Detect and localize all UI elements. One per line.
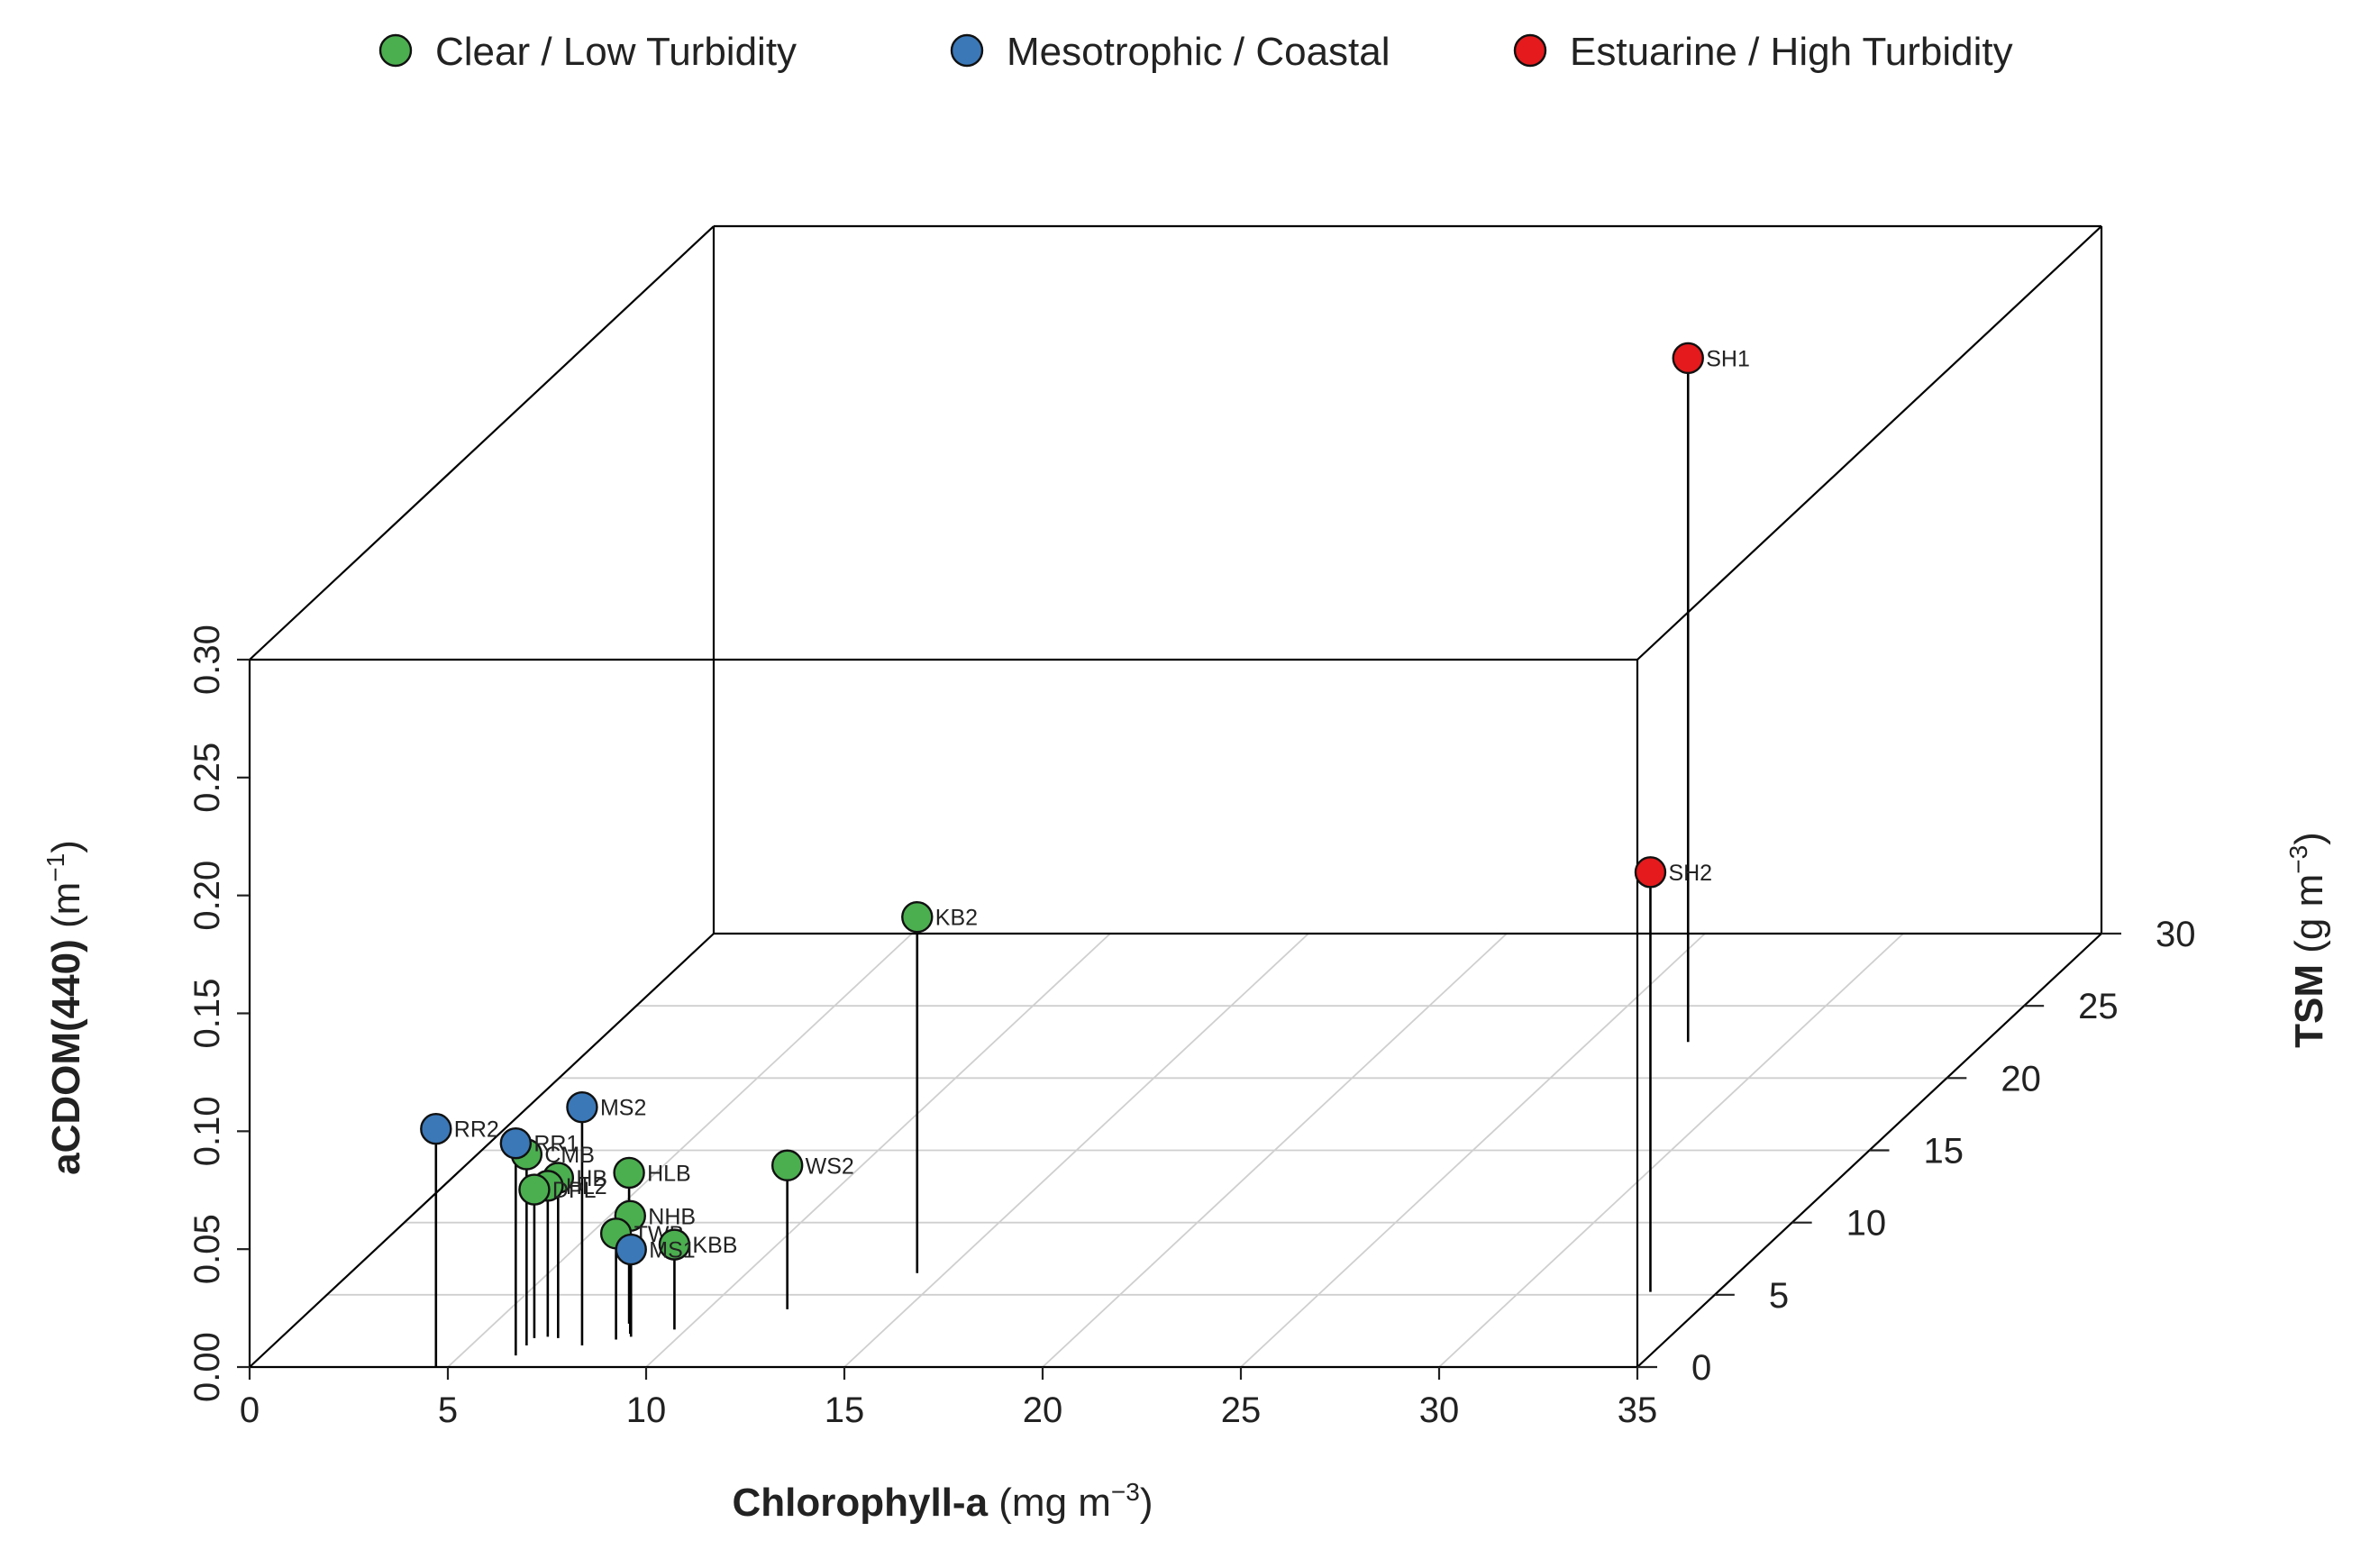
- grid-line-chl: [447, 933, 913, 1368]
- x-tick-label: 25: [1221, 1390, 1262, 1430]
- z-tick-label: 0.30: [187, 624, 227, 695]
- y-tick-label: 5: [1769, 1276, 1789, 1316]
- y-tick-label: 20: [2001, 1059, 2041, 1099]
- legend-marker: [950, 33, 984, 68]
- y-axis-title: TSM (g m−3): [2284, 832, 2331, 1048]
- z-tick-label: 0.20: [187, 861, 227, 931]
- legend-marker: [1513, 33, 1547, 68]
- data-point: [658, 1228, 691, 1261]
- legend: Clear / Low Turbidity Mesotrophic / Coast…: [378, 30, 2013, 74]
- point-label: RR1: [533, 1132, 579, 1157]
- z-tick-label: 0.25: [187, 743, 227, 813]
- axis-titles: Chlorophyll-a (mg m−3) aCDOM(440) (m−1) TS…: [41, 832, 2331, 1525]
- point-label: HLB: [647, 1161, 691, 1186]
- legend-label: Mesotrophic / Coastal: [1007, 30, 1390, 74]
- point-label: MS2: [600, 1096, 646, 1121]
- point-label: HB: [576, 1166, 607, 1191]
- data-point: [518, 1173, 551, 1206]
- data-point: [566, 1090, 598, 1124]
- x-tick-label: 0: [240, 1390, 260, 1430]
- point-label: NHB: [648, 1204, 696, 1229]
- z-tick-label: 0.00: [187, 1332, 227, 1402]
- y-tick-label: 25: [2078, 987, 2119, 1026]
- box-edge: [249, 933, 715, 1368]
- data-point: [499, 1126, 533, 1160]
- z-tick-label: 0.10: [187, 1096, 227, 1166]
- point-label: KBB: [692, 1233, 737, 1258]
- y-tick-label: 10: [1846, 1204, 1887, 1244]
- point-label: RR2: [454, 1117, 499, 1143]
- x-tick-label: 5: [438, 1390, 458, 1430]
- x-axis-title: Chlorophyll-a (mg m−3): [732, 1478, 1153, 1525]
- x-tick-label: 35: [1618, 1390, 1658, 1430]
- data-point: [613, 1156, 645, 1190]
- point-label: KB2: [935, 906, 978, 931]
- z-tick-label: 0.15: [187, 979, 227, 1049]
- grid-line-chl: [645, 933, 1111, 1368]
- legend-label: Clear / Low Turbidity: [435, 30, 797, 74]
- axes: 0 5 10 15 20 25 30 35 0.00 0.05 0.10 0.15 0.20 0.25 0.…: [187, 624, 2196, 1430]
- x-tick-label: 30: [1419, 1390, 1460, 1430]
- z-axis-title: aCDOM(440) (m−1): [41, 840, 88, 1175]
- point-label: MS1: [649, 1238, 695, 1263]
- box-edge: [249, 225, 715, 661]
- y-tick-label: 15: [1924, 1132, 1964, 1171]
- point-label: HL2: [566, 1174, 607, 1199]
- x-tick-label: 20: [1023, 1390, 1063, 1430]
- grid-line-chl: [1042, 933, 1508, 1368]
- grid-line-chl: [1240, 933, 1706, 1368]
- grid-line-chl: [843, 933, 1309, 1368]
- x-tick-label: 15: [825, 1390, 865, 1430]
- point-label: DPL: [552, 1178, 597, 1203]
- point-label: SH2: [1668, 861, 1712, 886]
- point-label: WS2: [806, 1153, 854, 1179]
- legend-label: Estuarine / High Turbidity: [1570, 30, 2013, 74]
- data-point: [901, 900, 934, 934]
- legend-marker: [378, 33, 413, 68]
- data-point: [1634, 856, 1667, 889]
- point-label: SH1: [1706, 346, 1750, 371]
- grid-line-chl: [1438, 933, 1904, 1368]
- data-point: [1672, 342, 1704, 375]
- data-point: [615, 1233, 647, 1266]
- z-tick-label: 0.05: [187, 1214, 227, 1284]
- y-tick-label: 30: [2156, 915, 2196, 954]
- data-point: [770, 1149, 804, 1181]
- y-tick-label: 0: [1691, 1348, 1711, 1388]
- box-edge: [1636, 225, 2102, 661]
- x-tick-label: 10: [626, 1390, 667, 1430]
- data-point: [420, 1113, 452, 1145]
